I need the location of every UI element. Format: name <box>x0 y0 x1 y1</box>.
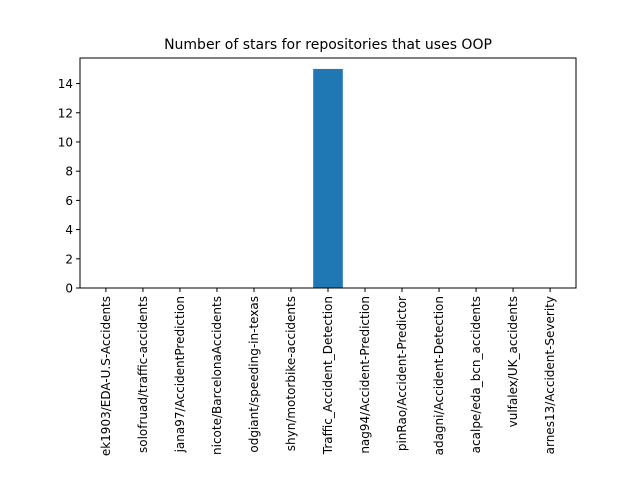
y-tick-label: 0 <box>65 282 73 296</box>
y-tick-label: 2 <box>65 252 73 266</box>
x-tick-label: shyn/motorbike-accidents <box>284 296 298 451</box>
x-tick-label: odgiant/speeding-in-texas <box>247 296 261 453</box>
chart-title: Number of stars for repositories that us… <box>164 37 492 53</box>
bar-6 <box>313 68 343 288</box>
x-tick-label: arnes13/Accident-Severity <box>543 296 557 454</box>
x-tick-label: ek1903/EDA-U.S-Accidents <box>99 296 113 456</box>
x-tick-label: adagni/Accident-Detection <box>432 296 446 455</box>
x-tick-label: nicote/BarcelonaAccidents <box>210 296 224 455</box>
y-tick-label: 4 <box>65 223 73 237</box>
y-tick-label: 8 <box>65 165 73 179</box>
y-tick-label: 12 <box>58 106 73 120</box>
x-tick-label: jana97/AccidentPrediction <box>173 296 187 453</box>
x-tick-label: pinRao/Accident-Predictor <box>395 296 409 451</box>
x-tick-label: Traffic_Accident_Detection <box>321 296 335 455</box>
y-tick-label: 14 <box>58 77 73 91</box>
x-tick-label: vulfalex/UK_accidents <box>506 296 520 427</box>
y-tick-label: 6 <box>65 194 73 208</box>
x-tick-label: acalpe/eda_bcn_accidents <box>469 296 483 453</box>
x-tick-label: solofruad/traffic-accidents <box>136 296 150 453</box>
x-tick-label: nag94/Accident-Prediction <box>358 296 372 454</box>
plot-area: 0 2 4 6 8 10 12 14 ek1903/EDA-U.S-Accidents solof… <box>58 57 577 456</box>
y-tick-label: 10 <box>58 135 73 149</box>
